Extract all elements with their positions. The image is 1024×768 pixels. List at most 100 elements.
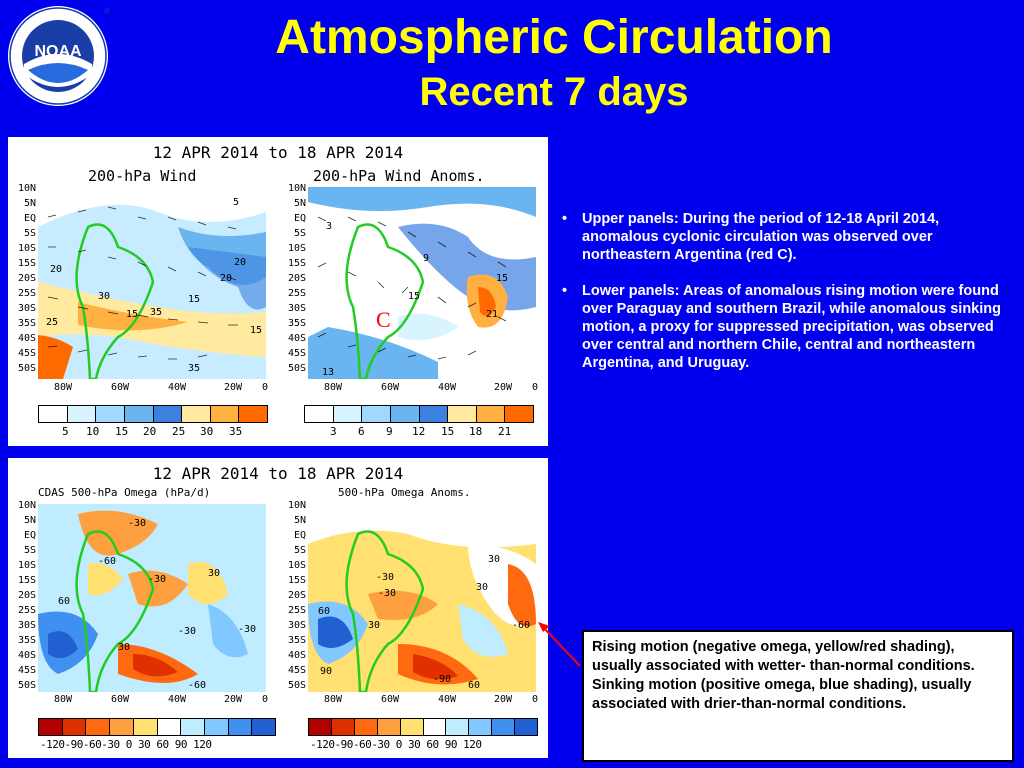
omega-map: -30 -60 -30 30 60 -30 -30 30 -60: [38, 504, 266, 692]
y-label: 45S: [287, 665, 306, 676]
y-label: 35S: [17, 318, 36, 329]
y-label: 10S: [17, 560, 36, 571]
y-label: 15S: [287, 258, 306, 269]
page-title: Atmospheric Circulation: [275, 11, 833, 64]
y-label: 5S: [293, 228, 306, 239]
svg-text:30: 30: [208, 568, 220, 579]
omega-right-title: 500-hPa Omega Anoms.: [338, 486, 471, 499]
svg-text:15: 15: [250, 325, 262, 336]
omega-explanation-box: Rising motion (negative omega, yellow/re…: [582, 630, 1014, 762]
y-label: 5N: [293, 515, 306, 526]
y-label: 15S: [17, 258, 36, 269]
svg-text:30: 30: [368, 620, 380, 631]
y-label: 25S: [17, 605, 36, 616]
x-label: 0: [532, 382, 539, 393]
wind-date-range: 12 APR 2014 to 18 APR 2014: [152, 143, 404, 162]
x-label: 20W: [224, 694, 243, 705]
y-label: 15S: [287, 575, 306, 586]
bullet-lower-panels: Lower panels: Areas of anomalous rising …: [560, 282, 1016, 372]
svg-text:13: 13: [322, 367, 334, 378]
svg-text:5: 5: [233, 197, 239, 208]
x-label: 40W: [168, 382, 187, 393]
y-label: 5N: [23, 515, 36, 526]
svg-text:60: 60: [318, 606, 330, 617]
y-label: 10S: [287, 560, 306, 571]
svg-text:30: 30: [476, 582, 488, 593]
x-label: 40W: [168, 694, 187, 705]
x-label: 80W: [324, 694, 343, 705]
omega-colorbar-labels: -120-90-60-30 0 30 60 90 120: [40, 738, 212, 751]
svg-text:-90: -90: [433, 674, 451, 685]
y-label: 25S: [287, 605, 306, 616]
svg-text:®: ®: [104, 6, 110, 16]
y-label: 45S: [287, 348, 306, 359]
y-label: 5N: [23, 198, 36, 209]
y-label: 50S: [17, 680, 36, 691]
y-label: 5S: [23, 228, 36, 239]
omega-anomaly-map: 30 -30 -30 30 -60 60 30 90 -90 60: [308, 504, 536, 692]
omega-panel: 12 APR 2014 to 18 APR 2014 CDAS 500-hPa …: [8, 458, 548, 758]
y-label: 40S: [287, 333, 306, 344]
cyclonic-anomaly-marker: C: [376, 307, 391, 332]
y-label: 20S: [287, 273, 306, 284]
y-label: 45S: [17, 348, 36, 359]
colorbar-label: 25: [172, 425, 186, 438]
wind-anomaly-map: C 3 9 15 15 21 13: [308, 187, 536, 379]
omega-left-title: CDAS 500-hPa Omega (hPa/d): [38, 486, 211, 499]
y-label: 20S: [17, 273, 36, 284]
svg-text:21: 21: [486, 309, 498, 320]
noaa-logo: NOAA ®: [8, 6, 110, 106]
y-label: EQ: [23, 213, 36, 224]
y-label: 10N: [17, 183, 36, 194]
y-label: 10N: [17, 500, 36, 511]
omega-colorbar: [38, 718, 276, 736]
x-label: 0: [262, 694, 269, 705]
svg-text:-60: -60: [512, 620, 530, 631]
y-label: 40S: [17, 333, 36, 344]
colorbar-label: 10: [86, 425, 100, 438]
colorbar-label: 5: [62, 425, 69, 438]
svg-text:25: 25: [46, 317, 58, 328]
wind-anomaly-colorbar: [304, 405, 534, 423]
x-label: 0: [532, 694, 539, 705]
y-label: 25S: [287, 288, 306, 299]
y-label: 5S: [23, 545, 36, 556]
y-label: 20S: [287, 590, 306, 601]
note-sinking-motion: Sinking motion (positive omega, blue sha…: [592, 677, 972, 712]
x-label: 20W: [494, 382, 513, 393]
svg-text:-30: -30: [148, 574, 166, 585]
y-label: 20S: [17, 590, 36, 601]
svg-text:20: 20: [220, 273, 232, 284]
y-label: 30S: [17, 620, 36, 631]
y-label: 40S: [17, 650, 36, 661]
y-label: 50S: [287, 680, 306, 691]
svg-text:20: 20: [50, 264, 62, 275]
y-label: 30S: [287, 303, 306, 314]
y-label: 10S: [287, 243, 306, 254]
pointer-arrow: [538, 622, 581, 667]
colorbar-label: 35: [229, 425, 243, 438]
colorbar-label: 3: [330, 425, 337, 438]
y-label: 10S: [17, 243, 36, 254]
colorbar-label: 20: [143, 425, 157, 438]
x-label: 40W: [438, 694, 457, 705]
x-label: 80W: [54, 694, 73, 705]
colorbar-label: 9: [386, 425, 393, 438]
svg-text:15: 15: [126, 309, 138, 320]
svg-text:35: 35: [150, 307, 162, 318]
y-label: 10N: [287, 500, 306, 511]
svg-text:-30: -30: [376, 572, 394, 583]
bullet-upper-panels: Upper panels: During the period of 12-18…: [560, 210, 1016, 264]
x-label: 60W: [111, 382, 130, 393]
y-label: 40S: [287, 650, 306, 661]
x-label: 60W: [381, 694, 400, 705]
x-label: 60W: [111, 694, 130, 705]
x-label: 0: [262, 382, 269, 393]
note-rising-motion: Rising motion (negative omega, yellow/re…: [592, 639, 975, 674]
omega-anomaly-colorbar-labels: -120-90-60-30 0 30 60 90 120: [310, 738, 482, 751]
svg-text:30: 30: [118, 642, 130, 653]
wind-colorbar: [38, 405, 268, 423]
x-label: 60W: [381, 382, 400, 393]
wind-panel: 12 APR 2014 to 18 APR 2014 200-hPa Wind …: [8, 137, 548, 446]
